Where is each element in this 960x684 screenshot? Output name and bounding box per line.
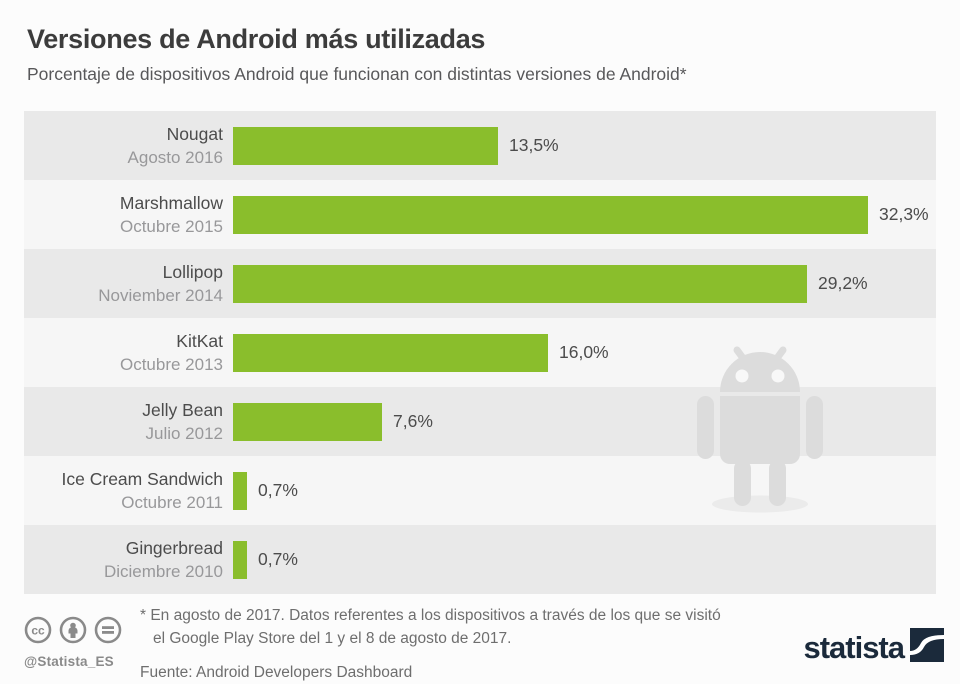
bar [233,195,868,234]
value-label: 16,0% [559,342,609,362]
statista-logo-text: statista [803,629,905,665]
value-label: 0,7% [258,480,298,500]
release-date: Agosto 2016 [127,147,223,167]
value-label: 7,6% [393,411,433,431]
release-date: Octubre 2013 [119,354,223,374]
bar-area: 7,6% [233,387,936,456]
footer: cc @Stati [0,596,960,684]
bar [233,264,807,303]
chart-row: Marshmallow Octubre 2015 32,3% [24,180,936,249]
chart-row: Ice Cream Sandwich Octubre 2011 0,7% [24,456,936,525]
release-date: Julio 2012 [145,423,223,443]
version-name: Nougat [166,123,223,144]
version-name: Ice Cream Sandwich [61,468,223,489]
chart-row: Gingerbread Diciembre 2010 0,7% [24,525,936,594]
version-name: Marshmallow [119,192,223,213]
bar-chart: Nougat Agosto 2016 13,5% Marshmallow Octubre… [24,111,936,594]
category-label: Ice Cream Sandwich Octubre 2011 [24,468,233,514]
value-label: 13,5% [509,135,559,155]
version-name: Gingerbread [125,537,223,558]
category-label: Gingerbread Diciembre 2010 [24,537,233,583]
bar-area: 0,7% [233,525,936,594]
category-label: Jelly Bean Julio 2012 [24,399,233,445]
version-name: Lollipop [162,261,223,282]
statista-logo: statista [803,628,944,667]
chart-row: Lollipop Noviember 2014 29,2% [24,249,936,318]
version-name: Jelly Bean [142,399,223,420]
statista-logo-icon [910,628,944,667]
bar [233,126,498,165]
bar-area: 29,2% [233,249,936,318]
page-subtitle: Porcentaje de dispositivos Android que f… [27,64,687,84]
twitter-handle: @Statista_ES [24,654,114,669]
chart-row: Jelly Bean Julio 2012 7,6% [24,387,936,456]
footnote: * En agosto de 2017. Datos referentes a … [140,604,721,650]
bar [233,471,247,510]
cc-icon: cc [24,616,52,649]
chart-row: Nougat Agosto 2016 13,5% [24,111,936,180]
bar-area: 32,3% [233,180,936,249]
footnote-line-2: el Google Play Store del 1 y el 8 de ago… [153,630,512,647]
chart-row: KitKat Octubre 2013 16,0% [24,318,936,387]
value-label: 32,3% [879,204,929,224]
version-name: KitKat [176,330,223,351]
bar-area: 16,0% [233,318,936,387]
attribution-icon [59,616,87,649]
category-label: Lollipop Noviember 2014 [24,261,233,307]
bar [233,333,548,372]
header: Versiones de Android más utilizadas Porc… [27,24,936,85]
page-title: Versiones de Android más utilizadas [27,24,486,54]
category-label: Nougat Agosto 2016 [24,123,233,169]
bar-area: 13,5% [233,111,936,180]
category-label: KitKat Octubre 2013 [24,330,233,376]
footnote-line-1: * En agosto de 2017. Datos referentes a … [140,607,721,624]
source-label: Fuente: Android Developers Dashboard [140,664,413,681]
license-block: cc @Stati [24,616,134,669]
bar [233,402,382,441]
value-label: 0,7% [258,549,298,569]
no-derivatives-icon [94,616,122,649]
category-label: Marshmallow Octubre 2015 [24,192,233,238]
bar [233,540,247,579]
release-date: Octubre 2015 [119,216,223,236]
release-date: Noviember 2014 [98,285,223,305]
release-date: Diciembre 2010 [103,561,223,581]
svg-text:cc: cc [31,624,45,638]
bar-area: 0,7% [233,456,936,525]
value-label: 29,2% [818,273,868,293]
release-date: Octubre 2011 [121,492,223,512]
